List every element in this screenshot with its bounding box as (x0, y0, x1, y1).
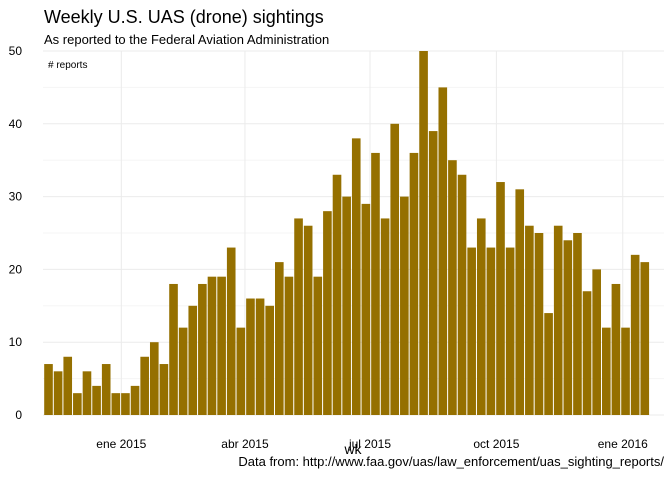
x-tick-label: jul 2015 (348, 437, 391, 451)
bar (226, 247, 236, 415)
y-axis-label: # reports (48, 60, 87, 71)
bar (573, 233, 582, 415)
bar (294, 218, 303, 415)
bar (140, 356, 149, 415)
bar (111, 393, 121, 415)
bar (178, 327, 188, 415)
bar (419, 51, 428, 415)
chart-subtitle: As reported to the Federal Aviation Admi… (44, 32, 329, 47)
bar (640, 262, 650, 415)
bar (409, 152, 419, 416)
bar (121, 393, 130, 415)
bar (380, 218, 390, 415)
bar (361, 203, 371, 415)
bar (448, 160, 457, 415)
chart-title: Weekly U.S. UAS (drone) sightings (44, 7, 324, 27)
bar (428, 131, 438, 415)
y-tick-label: 10 (9, 335, 23, 349)
bar (400, 196, 409, 415)
bar (149, 342, 159, 415)
bar (342, 196, 351, 415)
bar (505, 247, 515, 415)
bar (563, 240, 573, 415)
y-tick-label: 20 (9, 262, 23, 276)
bar (486, 247, 496, 415)
x-tick-label: oct 2015 (473, 437, 519, 451)
x-tick-label: abr 2015 (221, 437, 269, 451)
bar (515, 189, 525, 415)
x-tick-label: ene 2015 (96, 437, 146, 451)
bar (496, 182, 505, 415)
bar (611, 283, 621, 415)
bars (44, 51, 650, 416)
bar (313, 276, 323, 415)
bar (73, 393, 82, 415)
bar (246, 298, 255, 415)
bar (207, 276, 217, 415)
bar (217, 276, 226, 415)
bar (621, 327, 630, 415)
y-tick-label: 50 (9, 44, 23, 58)
y-tick-label: 40 (9, 117, 23, 131)
bar (544, 313, 553, 415)
bar (101, 364, 111, 415)
bar (284, 276, 294, 415)
y-axis-ticks: 0 10 20 30 40 50 (9, 44, 23, 422)
bar (130, 385, 140, 415)
y-tick-label: 30 (9, 190, 23, 204)
bar (82, 371, 92, 415)
bar (630, 254, 640, 415)
bar (553, 225, 563, 415)
x-axis-ticks: ene 2015 abr 2015 jul 2015 oct 2015 ene 2016 (96, 437, 648, 451)
bar (332, 174, 342, 415)
bar (582, 291, 592, 415)
bar (467, 247, 476, 415)
bar (92, 385, 101, 415)
bar (534, 233, 544, 415)
bar (601, 327, 611, 415)
bar (44, 364, 53, 415)
x-axis-label: wk (343, 441, 362, 457)
bar (323, 211, 332, 415)
bar (371, 152, 380, 416)
bar (188, 305, 198, 415)
bar (236, 327, 246, 415)
bar (525, 225, 534, 415)
bar (457, 174, 467, 415)
bar (265, 305, 274, 415)
bar (63, 356, 73, 415)
bar (275, 262, 284, 415)
caption: Data from: http://www.faa.gov/uas/law_en… (238, 454, 664, 469)
bar (53, 371, 63, 415)
bar (255, 298, 265, 415)
bar (303, 225, 313, 415)
bar (476, 218, 486, 415)
bar (159, 364, 169, 415)
bar (198, 283, 207, 415)
bar (351, 138, 361, 416)
x-tick-label: ene 2016 (598, 437, 648, 451)
bar (169, 283, 178, 415)
bar (592, 269, 601, 415)
y-tick-label: 0 (15, 408, 22, 422)
bar (438, 87, 448, 416)
bar (390, 123, 400, 416)
